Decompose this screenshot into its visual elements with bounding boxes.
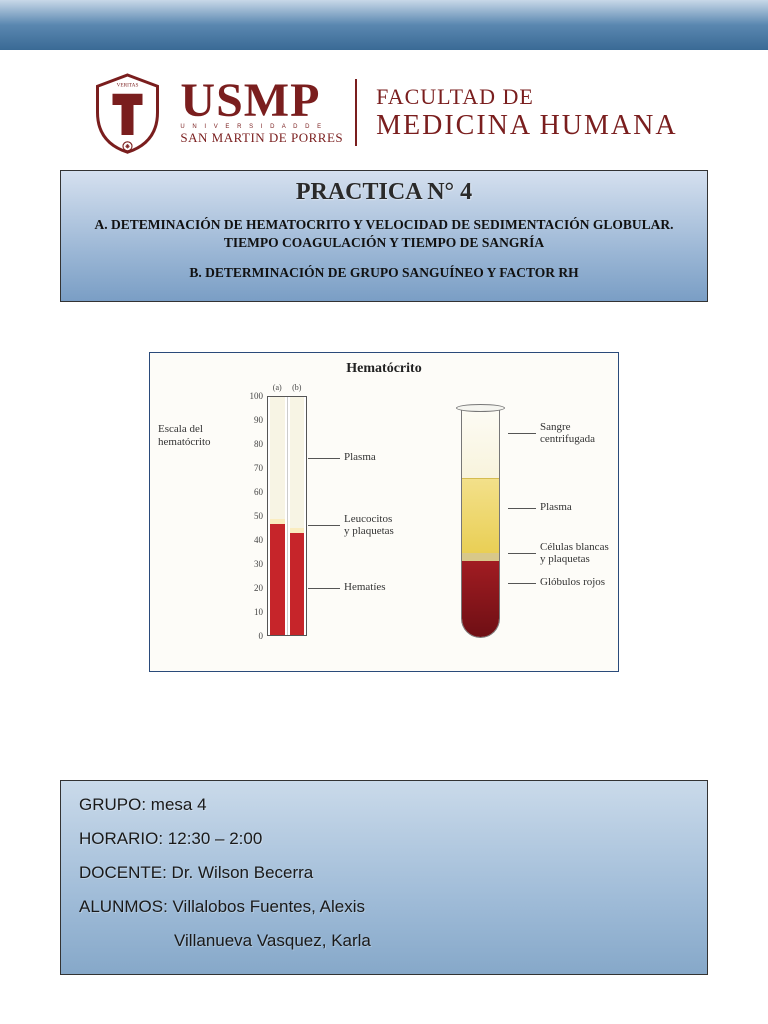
faculty-name: FACULTAD DE MEDICINA HUMANA [372, 84, 677, 142]
scale-tick: 80 [245, 439, 263, 449]
lead-line [508, 433, 536, 434]
capillary-scale: 1009080706050403020100 (a) (b) [245, 388, 315, 648]
practice-title: PRACTICA N° 4 [81, 179, 687, 206]
tube-body [461, 408, 500, 638]
lead-line [308, 588, 340, 589]
hematocrit-diagram: Hematócrito Escala del hematócrito 10090… [149, 352, 619, 672]
diagram-title: Hematócrito [346, 361, 421, 377]
tube-air [462, 408, 499, 478]
capillary-a: (a) [268, 397, 288, 635]
usmp-wordmark: USMP U N I V E R S I D A D D E SAN MARTI… [180, 79, 357, 146]
university-shield-icon: VERITAS [90, 70, 165, 155]
tube-red-label: Glóbulos rojos [540, 576, 605, 589]
tube-plasma-label: Plasma [540, 501, 572, 514]
scale-tick: 40 [245, 535, 263, 545]
scale-tick: 10 [245, 607, 263, 617]
logo-row: VERITAS USMP U N I V E R S I D A D D E S… [0, 50, 768, 170]
scale-tick: 20 [245, 583, 263, 593]
objective-b: B. DETERMINACIÓN DE GRUPO SANGUÍNEO Y FA… [81, 264, 687, 282]
cap-b-red [290, 533, 305, 635]
tube-buffy-label: Células blancas y plaquetas [540, 541, 609, 566]
lead-line [508, 508, 536, 509]
tube-plasma [462, 478, 499, 553]
scale-tick: 100 [245, 391, 263, 401]
tube-buffy [462, 553, 499, 561]
faculty-line-2: MEDICINA HUMANA [376, 110, 677, 142]
capillary-tubes: (a) (b) [267, 396, 307, 636]
top-banner [0, 0, 768, 50]
lead-line [508, 553, 536, 554]
scale-ticks: 1009080706050403020100 [245, 396, 265, 636]
info-docente: DOCENTE: Dr. Wilson Becerra [79, 863, 689, 883]
cap-a-label: (a) [268, 383, 287, 392]
info-box: GRUPO: mesa 4 HORARIO: 12:30 – 2:00 DOCE… [60, 780, 708, 975]
cap-a-plasma [270, 397, 285, 519]
scale-tick: 50 [245, 511, 263, 521]
scale-tick: 60 [245, 487, 263, 497]
info-horario: HORARIO: 12:30 – 2:00 [79, 829, 689, 849]
tube-lip [456, 404, 505, 412]
cap-a-red [270, 524, 285, 635]
faculty-line-1: FACULTAD DE [376, 84, 677, 110]
usmp-subtitle-2: SAN MARTIN DE PORRES [180, 130, 343, 146]
info-alumno-2: Villanueva Vasquez, Karla [79, 931, 689, 951]
scale-tick: 90 [245, 415, 263, 425]
cap-b-label: (b) [288, 383, 307, 392]
test-tube [453, 398, 508, 648]
lead-line [308, 525, 340, 526]
info-grupo: GRUPO: mesa 4 [79, 795, 689, 815]
cap-buffy-label: Leucocitos y plaquetas [344, 513, 394, 538]
tube-red [462, 561, 499, 637]
svg-text:VERITAS: VERITAS [117, 82, 139, 88]
info-alumnos: ALUNMOS: Villalobos Fuentes, Alexis [79, 897, 689, 917]
cap-b-plasma [290, 397, 305, 528]
objective-a: A. DETEMINACIÓN DE HEMATOCRITO Y VELOCID… [81, 216, 687, 252]
scale-label: Escala del hematócrito [158, 423, 211, 449]
capillary-b: (b) [288, 397, 307, 635]
cap-red-label: Hematíes [344, 581, 386, 594]
lead-line [508, 583, 536, 584]
usmp-acronym: USMP [180, 79, 320, 122]
title-box: PRACTICA N° 4 A. DETEMINACIÓN DE HEMATOC… [60, 170, 708, 302]
cap-plasma-label: Plasma [344, 451, 376, 464]
scale-tick: 70 [245, 463, 263, 473]
tube-top-label: Sangre centrifugada [540, 421, 595, 446]
scale-tick: 0 [245, 631, 263, 641]
scale-tick: 30 [245, 559, 263, 569]
lead-line [308, 458, 340, 459]
